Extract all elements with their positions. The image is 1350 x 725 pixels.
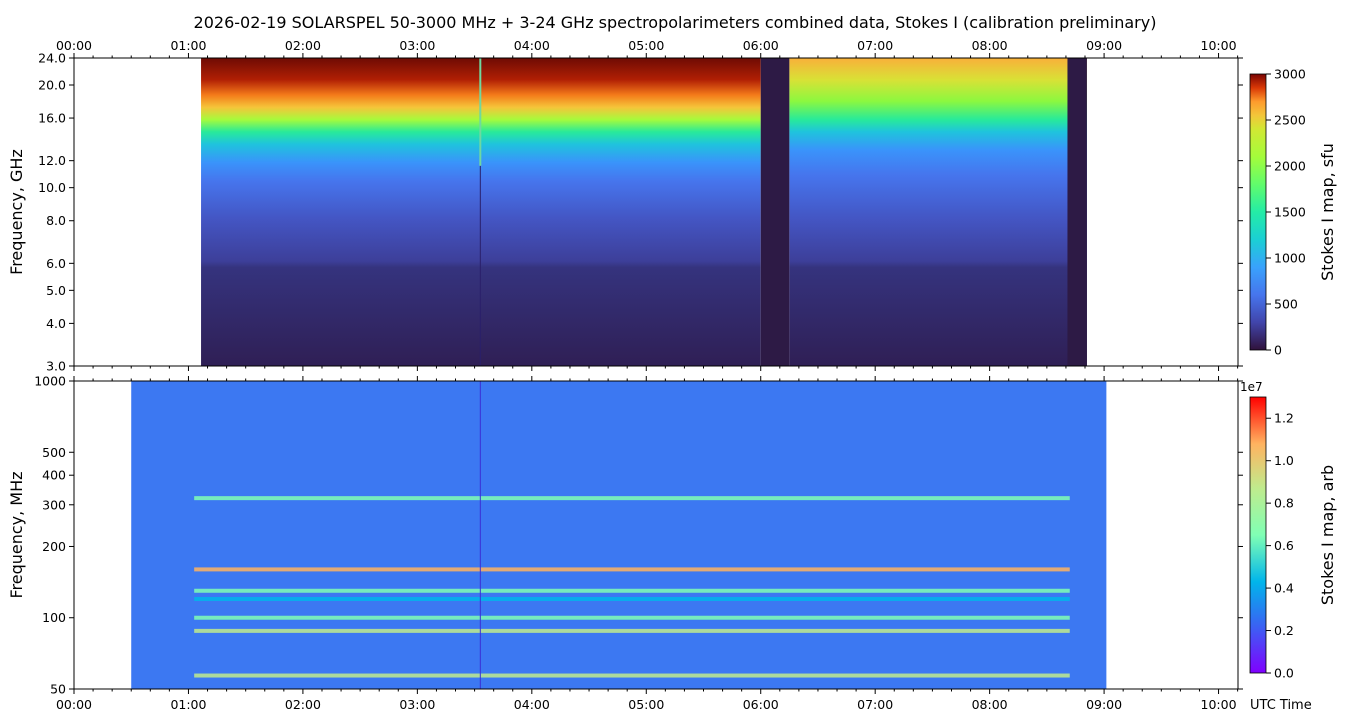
ghz-data-gap [1067, 58, 1087, 366]
x-tick-label: 01:00 [170, 38, 206, 53]
y-tick-label: 20.0 [38, 78, 66, 93]
x-tick-label: 03:00 [399, 38, 435, 53]
ghz-panel: 00:00 01:00 02:00 03:00 04:00 05:00 06:00 07:00… [7, 38, 1337, 374]
ghz-y-ticks: 3.0 4.0 5.0 6.0 8.0 10.0 12.0 16.0 20.0 24.0 [38, 51, 1243, 374]
x-tick-label: 10:00 [1201, 697, 1237, 712]
colorbar-tick-label: 2000 [1274, 159, 1306, 174]
mhz-colorbar-offset: 1e7 [1240, 380, 1263, 394]
y-tick-label: 4.0 [46, 316, 66, 331]
mhz-x-ticks: 00:00 01:00 02:00 03:00 04:00 05:00 06:00 07:00… [56, 376, 1239, 712]
x-tick-label: 02:00 [285, 38, 321, 53]
x-tick-label: 09:00 [1086, 697, 1122, 712]
mhz-x-axis-label: UTC Time [1250, 698, 1312, 713]
ghz-data-gap [760, 58, 790, 366]
mhz-colorbar-label: Stokes I map, arb [1318, 465, 1337, 605]
colorbar-tick-label: 0.6 [1274, 538, 1294, 553]
ghz-y-axis-label: Frequency, GHz [7, 149, 26, 275]
ghz-colorbar-ticks: 0 500 1000 1500 2000 2500 3000 [1266, 67, 1306, 358]
x-tick-label: 03:00 [399, 697, 435, 712]
mhz-panel: 00:00 01:00 02:00 03:00 04:00 05:00 06:00 07:00… [7, 374, 1337, 714]
ghz-gaps [479, 58, 1087, 366]
y-tick-label: 200 [42, 539, 66, 554]
y-tick-label: 1000 [34, 374, 66, 389]
x-tick-label: 07:00 [857, 697, 893, 712]
y-tick-label: 16.0 [38, 111, 66, 126]
mhz-y-ticks: 50 100 200 300 400 500 1000 [34, 374, 1243, 697]
colorbar-tick-label: 1000 [1274, 251, 1306, 266]
colorbar-tick-label: 0.4 [1274, 581, 1294, 596]
x-tick-label: 10:00 [1201, 38, 1237, 53]
x-tick-label: 04:00 [514, 697, 550, 712]
colorbar-tick-label: 500 [1274, 297, 1298, 312]
x-tick-label: 00:00 [56, 38, 92, 53]
y-tick-label: 50 [50, 682, 66, 697]
y-tick-label: 400 [42, 468, 66, 483]
y-tick-label: 8.0 [46, 213, 66, 228]
y-tick-label: 12.0 [38, 153, 66, 168]
mhz-band [194, 673, 1070, 678]
x-tick-label: 02:00 [285, 697, 321, 712]
mhz-band [194, 596, 1070, 601]
ghz-colorbar-label: Stokes I map, sfu [1318, 143, 1337, 281]
mhz-band [194, 615, 1070, 620]
ghz-x-ticks: 00:00 01:00 02:00 03:00 04:00 05:00 06:00 07:00… [56, 38, 1239, 371]
mhz-plot-frame [73, 380, 1239, 690]
mhz-colorbar-ticks: 0.0 0.2 0.4 0.6 0.8 1.0 1.2 [1266, 411, 1294, 681]
colorbar-tick-label: 3000 [1274, 67, 1306, 82]
colorbar-tick-label: 0.0 [1274, 666, 1294, 681]
y-tick-label: 500 [42, 445, 66, 460]
mhz-heatmap-field [131, 381, 1107, 689]
colorbar-tick-label: 1.2 [1274, 411, 1294, 426]
y-tick-label: 10.0 [38, 180, 66, 195]
mhz-colorbar [1249, 396, 1267, 674]
x-tick-label: 01:00 [170, 697, 206, 712]
x-tick-label: 08:00 [972, 697, 1008, 712]
x-tick-label: 09:00 [1086, 38, 1122, 53]
x-tick-label: 06:00 [743, 697, 779, 712]
x-tick-label: 07:00 [857, 38, 893, 53]
x-tick-label: 06:00 [743, 38, 779, 53]
x-tick-label: 05:00 [628, 697, 664, 712]
x-tick-label: 05:00 [628, 38, 664, 53]
mhz-band [194, 496, 1070, 501]
mhz-band [194, 567, 1070, 572]
ghz-colorbar [1249, 73, 1267, 351]
colorbar-tick-label: 0.8 [1274, 496, 1294, 511]
y-tick-label: 5.0 [46, 283, 66, 298]
x-tick-label: 08:00 [972, 38, 1008, 53]
colorbar-tick-label: 0.2 [1274, 623, 1294, 638]
mhz-band [194, 588, 1070, 593]
mhz-y-axis-label: Frequency, MHz [7, 471, 26, 598]
ghz-plot-frame [73, 57, 1239, 367]
colorbar-tick-label: 2500 [1274, 113, 1306, 128]
colorbar-tick-label: 0 [1274, 343, 1282, 358]
y-tick-label: 300 [42, 497, 66, 512]
mhz-bands [194, 496, 1070, 678]
colorbar-tick-label: 1500 [1274, 205, 1306, 220]
x-tick-label: 00:00 [56, 697, 92, 712]
x-tick-label: 04:00 [514, 38, 550, 53]
figure-title: 2026-02-19 SOLARSPEL 50-3000 MHz + 3-24 … [194, 13, 1157, 32]
y-tick-label: 6.0 [46, 256, 66, 271]
y-tick-label: 24.0 [38, 51, 66, 66]
y-tick-label: 100 [42, 610, 66, 625]
y-tick-label: 3.0 [46, 359, 66, 374]
colorbar-tick-label: 1.0 [1274, 453, 1294, 468]
ghz-heatmap-field-late [789, 58, 1087, 366]
mhz-band [194, 628, 1070, 633]
